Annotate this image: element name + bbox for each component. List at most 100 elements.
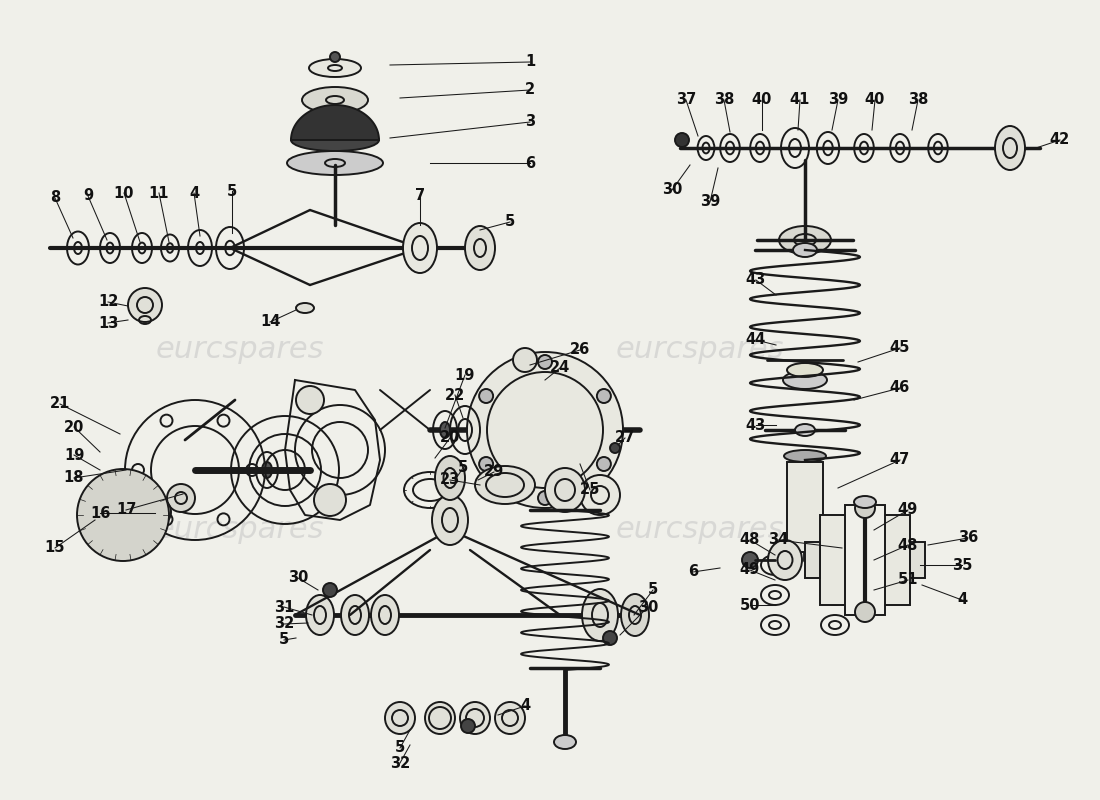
Text: 51: 51 <box>898 573 918 587</box>
Text: 7: 7 <box>415 189 425 203</box>
Text: 43: 43 <box>746 418 766 433</box>
Text: 15: 15 <box>45 541 65 555</box>
Text: 1: 1 <box>525 54 535 70</box>
Bar <box>820 515 910 605</box>
Text: 14: 14 <box>260 314 280 330</box>
Ellipse shape <box>793 243 817 257</box>
Ellipse shape <box>262 462 272 478</box>
Text: eurcspares: eurcspares <box>156 335 324 365</box>
Text: 5: 5 <box>458 461 469 475</box>
Ellipse shape <box>385 702 415 734</box>
Circle shape <box>468 352 623 508</box>
Ellipse shape <box>621 594 649 636</box>
Circle shape <box>742 552 758 568</box>
Text: 48: 48 <box>898 538 918 553</box>
Text: 41: 41 <box>790 93 811 107</box>
Ellipse shape <box>403 223 437 273</box>
Ellipse shape <box>292 129 379 151</box>
Text: 38: 38 <box>908 93 928 107</box>
Text: eurcspares: eurcspares <box>616 335 784 365</box>
Bar <box>805 542 820 578</box>
Ellipse shape <box>440 422 450 438</box>
Circle shape <box>610 443 620 453</box>
Ellipse shape <box>996 126 1025 170</box>
Text: eurcspares: eurcspares <box>616 515 784 545</box>
Text: 37: 37 <box>675 93 696 107</box>
Circle shape <box>538 491 552 505</box>
Text: 35: 35 <box>952 558 972 573</box>
Text: 32: 32 <box>274 617 294 631</box>
Text: 22: 22 <box>444 387 465 402</box>
Text: 49: 49 <box>898 502 918 518</box>
Text: 44: 44 <box>746 333 766 347</box>
Bar <box>845 505 886 615</box>
Text: 11: 11 <box>148 186 169 201</box>
Text: 40: 40 <box>751 93 772 107</box>
Ellipse shape <box>371 595 399 635</box>
Circle shape <box>77 469 169 561</box>
Ellipse shape <box>287 151 383 175</box>
Text: 30: 30 <box>662 182 682 198</box>
Ellipse shape <box>582 589 618 641</box>
Circle shape <box>167 484 195 512</box>
Text: 47: 47 <box>890 453 910 467</box>
Circle shape <box>538 355 552 369</box>
Ellipse shape <box>784 450 826 462</box>
Ellipse shape <box>795 424 815 436</box>
Text: 21: 21 <box>50 397 70 411</box>
Ellipse shape <box>128 288 162 322</box>
Text: 26: 26 <box>570 342 590 358</box>
Text: 6: 6 <box>688 565 698 579</box>
Text: 5: 5 <box>505 214 515 230</box>
Text: 9: 9 <box>82 189 94 203</box>
Text: 34: 34 <box>768 533 788 547</box>
Ellipse shape <box>495 702 525 734</box>
Text: 23: 23 <box>440 473 460 487</box>
Text: 42: 42 <box>1049 133 1070 147</box>
Circle shape <box>597 389 611 403</box>
Ellipse shape <box>296 303 314 313</box>
Polygon shape <box>292 105 379 140</box>
Ellipse shape <box>434 456 465 500</box>
Text: 48: 48 <box>740 533 760 547</box>
Text: 45: 45 <box>890 341 910 355</box>
Circle shape <box>480 389 493 403</box>
Text: 19: 19 <box>454 367 475 382</box>
Circle shape <box>314 484 346 516</box>
Text: 20: 20 <box>64 419 85 434</box>
Circle shape <box>330 52 340 62</box>
Circle shape <box>461 719 475 733</box>
Text: 10: 10 <box>113 186 134 201</box>
Circle shape <box>603 631 617 645</box>
Text: 13: 13 <box>98 315 118 330</box>
Ellipse shape <box>432 495 468 545</box>
Ellipse shape <box>786 363 823 377</box>
Text: 30: 30 <box>288 570 308 586</box>
Circle shape <box>513 348 537 372</box>
Text: eurcspares: eurcspares <box>156 515 324 545</box>
Text: 8: 8 <box>50 190 60 206</box>
Text: 12: 12 <box>98 294 118 310</box>
Text: 39: 39 <box>700 194 720 210</box>
Ellipse shape <box>341 595 368 635</box>
Circle shape <box>597 457 611 471</box>
Text: 5: 5 <box>395 741 405 755</box>
Text: 30: 30 <box>638 599 658 614</box>
Ellipse shape <box>460 702 490 734</box>
Circle shape <box>855 602 875 622</box>
Text: 4: 4 <box>520 698 530 714</box>
Circle shape <box>480 457 493 471</box>
Bar <box>786 462 823 552</box>
Text: 18: 18 <box>64 470 85 486</box>
Text: 20: 20 <box>440 430 460 446</box>
Ellipse shape <box>475 466 535 504</box>
Ellipse shape <box>768 540 802 580</box>
Text: 46: 46 <box>890 381 910 395</box>
Text: 4: 4 <box>957 593 967 607</box>
Circle shape <box>580 475 620 515</box>
Circle shape <box>855 498 875 518</box>
Text: 49: 49 <box>740 562 760 578</box>
Text: 36: 36 <box>958 530 978 546</box>
Circle shape <box>296 386 324 414</box>
Ellipse shape <box>779 226 830 254</box>
